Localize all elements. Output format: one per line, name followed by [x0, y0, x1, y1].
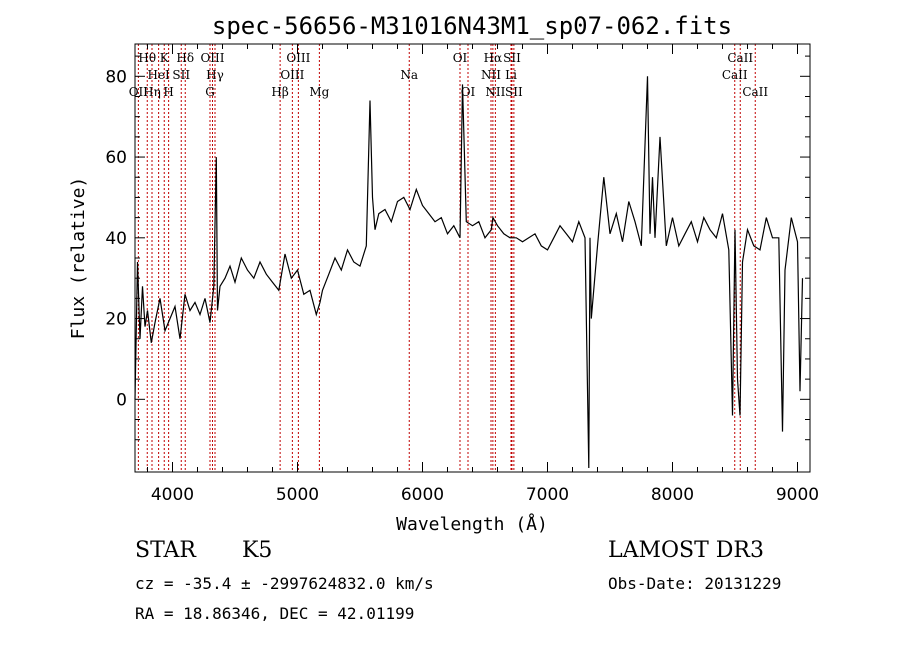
- spectral-line-label: OI: [461, 85, 476, 99]
- spectral-line-markers: [137, 44, 756, 472]
- spectral-line-label: NII: [481, 68, 501, 82]
- spectral-line-label: H: [163, 85, 173, 99]
- spectral-line-label: OII: [129, 85, 149, 99]
- spectral-line-label: Hδ: [176, 51, 194, 65]
- spectral-line-label: NII: [485, 85, 505, 99]
- object-subclass: K5: [242, 538, 273, 563]
- coordinates: RA = 18.86346, DEC = 42.01199: [135, 604, 415, 623]
- y-axis-ticks: 0 20 40 60 80: [105, 55, 810, 441]
- spectral-line-label: SII: [505, 85, 523, 99]
- x-tick-label: 9000: [776, 485, 819, 505]
- spectral-line-label: Hβ: [271, 85, 288, 99]
- y-tick-label: 80: [105, 67, 127, 87]
- spectral-line-label: Na: [400, 68, 418, 82]
- chart-title: spec-56656-M31016N43M1_sp07-062.fits: [212, 12, 732, 40]
- x-tick-label: 5000: [276, 485, 319, 505]
- spectral-line-label: OI: [453, 51, 468, 65]
- spectral-line-label: SII: [172, 68, 190, 82]
- x-tick-label: 7000: [526, 485, 569, 505]
- spectral-line-label: Hγ: [206, 68, 224, 82]
- y-tick-label: 40: [105, 229, 127, 249]
- spectral-line-label: Li: [505, 68, 517, 82]
- redshift-line: cz = -35.4 ± -2997624832.0 km/s: [135, 574, 434, 593]
- x-axis-ticks: 4000 5000 6000 7000 8000 9000: [147, 44, 819, 505]
- y-tick-label: 20: [105, 310, 127, 330]
- spectral-line-label: OIII: [200, 51, 224, 65]
- spectral-line-label: Hα: [484, 51, 503, 65]
- spectral-line-label: Mg: [309, 85, 329, 99]
- spectral-line-label: OIII: [280, 68, 304, 82]
- obs-date: Obs-Date: 20131229: [608, 574, 782, 593]
- spectral-line-label: Hη: [143, 85, 161, 99]
- spectral-line-label: OIII: [286, 51, 310, 65]
- spectrum-series-line: [134, 76, 804, 469]
- x-tick-label: 4000: [151, 485, 194, 505]
- survey-name: LAMOST DR3: [608, 538, 764, 563]
- spectral-line-label: CaII: [722, 68, 748, 82]
- spectral-line-label: G: [205, 85, 215, 99]
- y-tick-label: 60: [105, 148, 127, 168]
- y-axis-label: Flux (relative): [68, 177, 89, 340]
- spectral-line-label: K: [160, 51, 170, 65]
- spectral-line-label: Hθ: [138, 51, 156, 65]
- x-tick-label: 6000: [401, 485, 444, 505]
- object-class: STAR: [135, 538, 196, 563]
- plot-frame: [134, 43, 811, 473]
- x-tick-label: 8000: [651, 485, 694, 505]
- spectral-line-label: SII: [503, 51, 521, 65]
- spectral-line-label: CaII: [742, 85, 768, 99]
- spectral-line-label: CaII: [727, 51, 753, 65]
- x-axis-label: Wavelength (Å): [396, 513, 548, 535]
- spectral-line-label: HeI: [147, 68, 170, 82]
- y-tick-label: 0: [116, 390, 127, 410]
